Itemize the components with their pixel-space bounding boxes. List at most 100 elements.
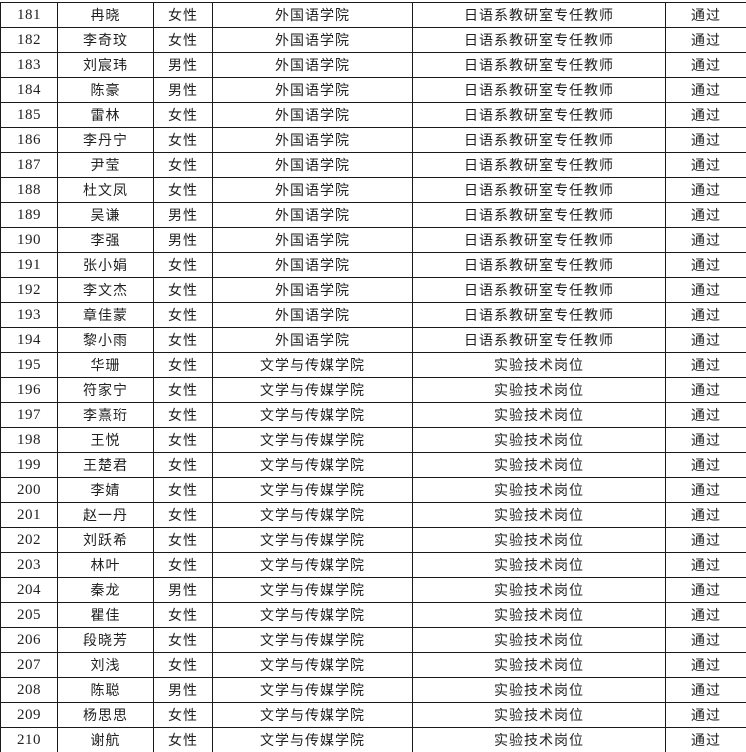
table-row: 188 杜文凤 女性 外国语学院 日语系教研室专任教师 通过 <box>0 177 746 203</box>
table-row: 207 刘浅 女性 文学与传媒学院 实验技术岗位 通过 <box>0 652 746 678</box>
cell-name: 华珊 <box>57 352 154 378</box>
cell-no: 182 <box>0 27 58 53</box>
table-row: 205 瞿佳 女性 文学与传媒学院 实验技术岗位 通过 <box>0 602 746 628</box>
cell-college: 外国语学院 <box>212 177 413 203</box>
cell-gender: 男性 <box>153 52 213 78</box>
cell-name: 张小娟 <box>57 252 154 278</box>
cell-status: 通过 <box>665 627 746 653</box>
cell-name: 杨思思 <box>57 702 154 728</box>
cell-position: 日语系教研室专任教师 <box>412 2 666 28</box>
table-row: 194 黎小雨 女性 外国语学院 日语系教研室专任教师 通过 <box>0 327 746 353</box>
cell-status: 通过 <box>665 602 746 628</box>
cell-position: 日语系教研室专任教师 <box>412 227 666 253</box>
cell-position: 日语系教研室专任教师 <box>412 127 666 153</box>
table-row: 198 王悦 女性 文学与传媒学院 实验技术岗位 通过 <box>0 427 746 453</box>
cell-name: 李熹珩 <box>57 402 154 428</box>
cell-gender: 女性 <box>153 377 213 403</box>
cell-status: 通过 <box>665 77 746 103</box>
cell-status: 通过 <box>665 652 746 678</box>
table-row: 184 陈豪 男性 外国语学院 日语系教研室专任教师 通过 <box>0 77 746 103</box>
cell-position: 日语系教研室专任教师 <box>412 77 666 103</box>
cell-no: 191 <box>0 252 58 278</box>
cell-no: 181 <box>0 2 58 28</box>
table-row: 201 赵一丹 女性 文学与传媒学院 实验技术岗位 通过 <box>0 502 746 528</box>
cell-name: 秦龙 <box>57 577 154 603</box>
cell-no: 192 <box>0 277 58 303</box>
cell-no: 194 <box>0 327 58 353</box>
cell-status: 通过 <box>665 27 746 53</box>
table-row: 197 李熹珩 女性 文学与传媒学院 实验技术岗位 通过 <box>0 402 746 428</box>
cell-gender: 男性 <box>153 577 213 603</box>
cell-no: 197 <box>0 402 58 428</box>
table-row: 206 段晓芳 女性 文学与传媒学院 实验技术岗位 通过 <box>0 627 746 653</box>
cell-status: 通过 <box>665 202 746 228</box>
table-row: 185 雷林 女性 外国语学院 日语系教研室专任教师 通过 <box>0 102 746 128</box>
cell-no: 189 <box>0 202 58 228</box>
cell-position: 实验技术岗位 <box>412 577 666 603</box>
cell-no: 204 <box>0 577 58 603</box>
cell-gender: 女性 <box>153 327 213 353</box>
cell-position: 日语系教研室专任教师 <box>412 277 666 303</box>
cell-position: 日语系教研室专任教师 <box>412 27 666 53</box>
cell-position: 日语系教研室专任教师 <box>412 202 666 228</box>
cell-status: 通过 <box>665 377 746 403</box>
cell-college: 外国语学院 <box>212 302 413 328</box>
cell-no: 200 <box>0 477 58 503</box>
cell-no: 198 <box>0 427 58 453</box>
cell-college: 文学与传媒学院 <box>212 627 413 653</box>
cell-name: 陈豪 <box>57 77 154 103</box>
cell-status: 通过 <box>665 302 746 328</box>
cell-name: 王悦 <box>57 427 154 453</box>
cell-gender: 女性 <box>153 27 213 53</box>
cell-college: 外国语学院 <box>212 52 413 78</box>
table-row: 192 李文杰 女性 外国语学院 日语系教研室专任教师 通过 <box>0 277 746 303</box>
cell-gender: 女性 <box>153 152 213 178</box>
cell-status: 通过 <box>665 402 746 428</box>
cell-position: 日语系教研室专任教师 <box>412 302 666 328</box>
cell-college: 文学与传媒学院 <box>212 652 413 678</box>
cell-college: 外国语学院 <box>212 327 413 353</box>
cell-name: 谢航 <box>57 727 154 752</box>
cell-college: 外国语学院 <box>212 252 413 278</box>
cell-position: 实验技术岗位 <box>412 377 666 403</box>
cell-college: 文学与传媒学院 <box>212 677 413 703</box>
cell-no: 190 <box>0 227 58 253</box>
cell-college: 文学与传媒学院 <box>212 602 413 628</box>
cell-name: 段晓芳 <box>57 627 154 653</box>
cell-no: 209 <box>0 702 58 728</box>
cell-no: 183 <box>0 52 58 78</box>
table-row: 196 符家宁 女性 文学与传媒学院 实验技术岗位 通过 <box>0 377 746 403</box>
cell-gender: 女性 <box>153 402 213 428</box>
cell-college: 文学与传媒学院 <box>212 477 413 503</box>
cell-status: 通过 <box>665 552 746 578</box>
cell-gender: 女性 <box>153 452 213 478</box>
cell-college: 外国语学院 <box>212 227 413 253</box>
cell-college: 外国语学院 <box>212 202 413 228</box>
table-row: 199 王楚君 女性 文学与传媒学院 实验技术岗位 通过 <box>0 452 746 478</box>
table-row: 186 李丹宁 女性 外国语学院 日语系教研室专任教师 通过 <box>0 127 746 153</box>
cell-status: 通过 <box>665 327 746 353</box>
cell-gender: 男性 <box>153 202 213 228</box>
table-row: 187 尹莹 女性 外国语学院 日语系教研室专任教师 通过 <box>0 152 746 178</box>
table-row: 193 章佳蒙 女性 外国语学院 日语系教研室专任教师 通过 <box>0 302 746 328</box>
table-row: 202 刘跃希 女性 文学与传媒学院 实验技术岗位 通过 <box>0 527 746 553</box>
cell-name: 赵一丹 <box>57 502 154 528</box>
cell-college: 文学与传媒学院 <box>212 552 413 578</box>
cell-no: 210 <box>0 727 58 752</box>
cell-no: 205 <box>0 602 58 628</box>
cell-position: 实验技术岗位 <box>412 502 666 528</box>
cell-position: 实验技术岗位 <box>412 402 666 428</box>
cell-name: 刘宸玮 <box>57 52 154 78</box>
cell-status: 通过 <box>665 177 746 203</box>
cell-name: 黎小雨 <box>57 327 154 353</box>
cell-status: 通过 <box>665 502 746 528</box>
table-row: 209 杨思思 女性 文学与传媒学院 实验技术岗位 通过 <box>0 702 746 728</box>
cell-position: 实验技术岗位 <box>412 452 666 478</box>
cell-status: 通过 <box>665 277 746 303</box>
cell-gender: 男性 <box>153 227 213 253</box>
cell-name: 杜文凤 <box>57 177 154 203</box>
cell-name: 吴谦 <box>57 202 154 228</box>
cell-name: 符家宁 <box>57 377 154 403</box>
cell-gender: 女性 <box>153 527 213 553</box>
